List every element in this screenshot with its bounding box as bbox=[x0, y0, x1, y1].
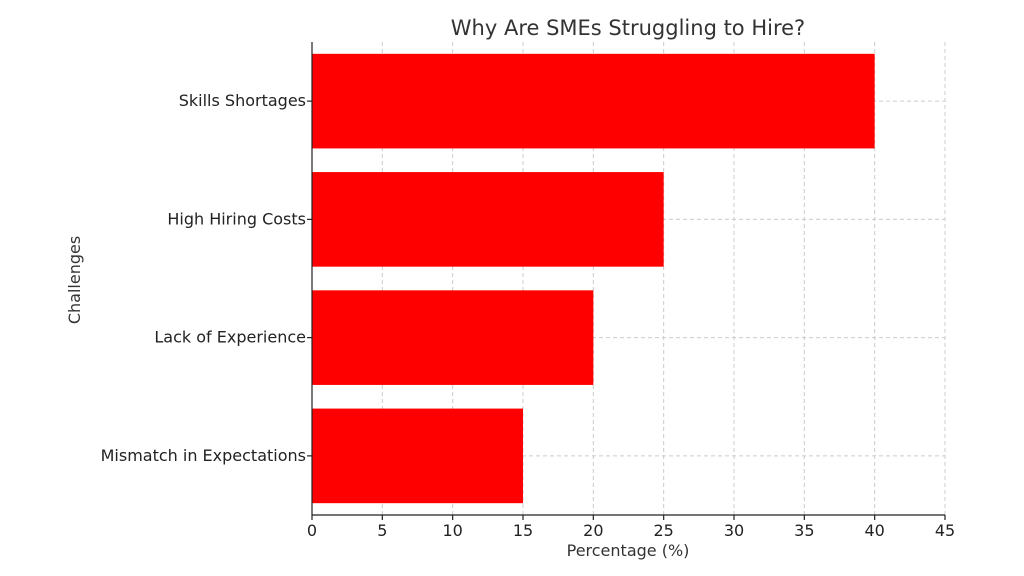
chart-title: Why Are SMEs Struggling to Hire? bbox=[451, 16, 805, 40]
x-tick-label: 45 bbox=[935, 521, 955, 540]
x-tick-label: 35 bbox=[794, 521, 814, 540]
axes bbox=[311, 42, 945, 516]
x-tick-label: 20 bbox=[583, 521, 603, 540]
bars bbox=[312, 53, 875, 504]
bar-0 bbox=[312, 53, 875, 149]
y-axis-ticks: Skills Shortages High Hiring Costs Lack of… bbox=[101, 91, 312, 465]
x-tick-label: 40 bbox=[864, 521, 884, 540]
x-tick-label: 15 bbox=[513, 521, 533, 540]
x-tick-label: 10 bbox=[442, 521, 462, 540]
y-axis-label: Challenges bbox=[65, 236, 84, 324]
y-tick-label: Lack of Experience bbox=[154, 328, 306, 347]
bar-2 bbox=[312, 290, 594, 385]
y-tick-label: High Hiring Costs bbox=[167, 209, 306, 228]
x-axis-label: Percentage (%) bbox=[567, 541, 690, 560]
x-tick-label: 25 bbox=[653, 521, 673, 540]
x-tick-label: 5 bbox=[377, 521, 387, 540]
y-tick-label: Skills Shortages bbox=[179, 91, 306, 110]
bar-1 bbox=[312, 172, 664, 267]
y-tick-label: Mismatch in Expectations bbox=[101, 446, 306, 465]
x-tick-label: 30 bbox=[724, 521, 744, 540]
x-tick-label: 0 bbox=[307, 521, 317, 540]
bar-3 bbox=[312, 408, 523, 504]
x-axis-ticks: 0 5 10 15 20 25 30 35 40 45 bbox=[307, 515, 955, 540]
